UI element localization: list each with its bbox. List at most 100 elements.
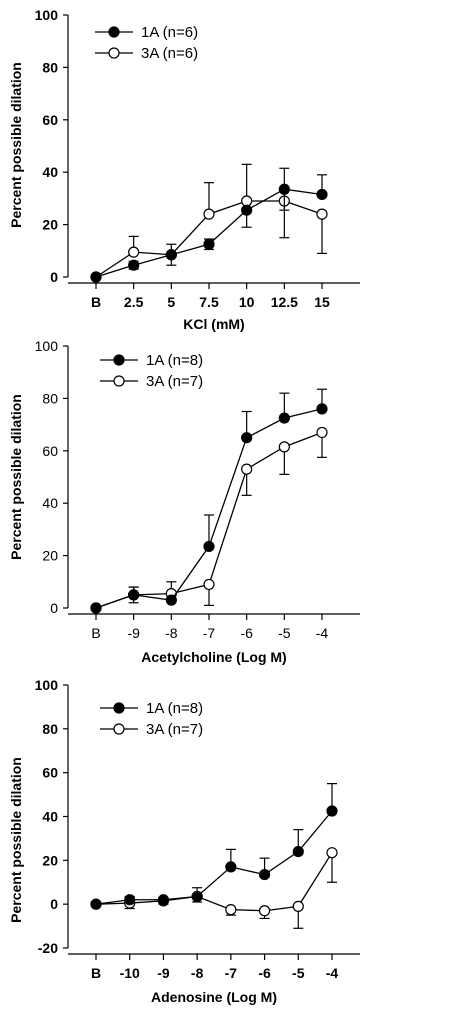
- data-point: [203, 540, 215, 553]
- series-filled: [90, 388, 328, 614]
- y-axis-label: Percent possible dilation: [8, 757, 24, 923]
- legend-label: 3A (n=7): [146, 373, 203, 390]
- y-tick-label: 100: [35, 7, 59, 23]
- data-point: [258, 905, 271, 917]
- chart-panel-2: 0 20 40 60 80 100 B -9 -8 -7 -6 -5 -4 Acetylcholine (…: [8, 338, 360, 665]
- x-tick-label: -4: [326, 965, 339, 981]
- data-point: [225, 861, 237, 873]
- y-tick-label: 20: [42, 548, 58, 564]
- data-point: [292, 900, 304, 912]
- x-tick-label: -7: [203, 625, 216, 641]
- x-tick-label: -7: [225, 965, 238, 981]
- y-axis-label: Percent possible dilation: [8, 62, 24, 228]
- chart-panel-1: 0 20 40 60 80 100 B 2.5 5 7.5 10 12.5 15 KCl (mM) Perc…: [8, 7, 360, 332]
- x-tick-label: 15: [314, 294, 330, 310]
- x-tick-label: -6: [258, 965, 271, 981]
- y-tick-label: 0: [50, 896, 58, 912]
- legend-item: 1A (n=8): [100, 352, 203, 369]
- x-tick-label: 12.5: [271, 294, 298, 310]
- data-point: [203, 238, 215, 250]
- data-point: [326, 805, 338, 817]
- y-tick-label: 80: [42, 59, 58, 75]
- x-tick-label: -9: [127, 625, 140, 641]
- legend-item: 1A (n=8): [100, 700, 203, 717]
- x-tick-label: -8: [165, 625, 178, 641]
- series-open: [90, 847, 338, 929]
- y-tick-label: 100: [35, 338, 59, 354]
- legend-marker: [113, 702, 125, 714]
- legend-item: 1A (n=6): [95, 24, 198, 41]
- series-filled: [90, 783, 338, 910]
- legend-label: 3A (n=6): [141, 45, 198, 62]
- x-tick-label: B: [91, 625, 100, 641]
- data-point: [157, 894, 170, 906]
- x-tick-label: B: [91, 965, 101, 981]
- legend-item: 3A (n=6): [95, 45, 198, 62]
- y-tick-label: 20: [42, 852, 58, 868]
- legend-marker: [108, 26, 120, 38]
- legend-marker: [113, 723, 125, 735]
- x-tick-label: -8: [191, 965, 204, 981]
- legend-item: 3A (n=7): [100, 721, 203, 738]
- x-axis-label: Adenosine (Log M): [151, 989, 277, 1005]
- x-tick-label: B: [91, 294, 101, 310]
- x-tick-label: -5: [278, 625, 291, 641]
- y-tick-label: 60: [42, 112, 58, 128]
- data-point: [241, 432, 253, 444]
- legend-marker: [108, 47, 120, 59]
- data-point: [316, 188, 328, 201]
- data-point: [278, 412, 290, 424]
- data-point: [258, 868, 271, 881]
- series-filled: [90, 167, 328, 283]
- y-tick-label: 100: [35, 677, 59, 693]
- x-tick-label: 7.5: [199, 294, 219, 310]
- legend-label: 1A (n=8): [146, 352, 203, 369]
- x-tick-label: 10: [239, 294, 255, 310]
- y-axis-label: Percent possible dilation: [8, 394, 24, 560]
- data-point: [203, 578, 215, 591]
- legend-marker: [113, 354, 125, 366]
- data-point: [241, 195, 253, 207]
- legend-label: 3A (n=7): [146, 721, 203, 738]
- data-point: [241, 204, 253, 216]
- data-point: [278, 183, 290, 195]
- data-point: [128, 246, 140, 258]
- y-tick-label: 80: [42, 390, 58, 406]
- data-point: [124, 894, 136, 906]
- x-tick-label: 2.5: [124, 294, 144, 310]
- y-tick-label: 40: [42, 809, 58, 825]
- y-tick-label: 60: [42, 443, 58, 459]
- data-point: [128, 589, 140, 601]
- data-point: [326, 847, 338, 859]
- series-line: [95, 810, 333, 905]
- y-tick-label: 80: [42, 721, 58, 737]
- y-tick-label: 0: [50, 269, 58, 285]
- data-point: [203, 208, 215, 220]
- y-tick-label: 0: [50, 600, 58, 616]
- y-tick-label: 60: [42, 765, 58, 781]
- x-axis-label: Acetylcholine (Log M): [141, 649, 286, 665]
- y-tick-label: 40: [42, 164, 58, 180]
- data-point: [90, 898, 102, 910]
- data-point: [225, 904, 237, 916]
- x-tick-label: -10: [120, 965, 140, 981]
- data-point: [165, 249, 177, 261]
- data-point: [316, 208, 328, 220]
- data-point: [90, 602, 102, 614]
- data-point: [278, 441, 290, 453]
- legend-marker: [113, 375, 125, 387]
- data-point: [90, 271, 102, 283]
- data-point: [292, 845, 304, 858]
- y-tick-label: 40: [42, 495, 58, 511]
- data-point: [241, 463, 253, 475]
- series-open: [90, 163, 328, 283]
- legend-item: 3A (n=7): [100, 373, 203, 390]
- x-tick-label: -9: [157, 965, 170, 981]
- x-axis-label: KCl (mM): [183, 316, 244, 332]
- y-tick-label: 20: [42, 217, 58, 233]
- x-tick-label: 5: [167, 294, 175, 310]
- x-tick-label: -4: [316, 625, 329, 641]
- legend-label: 1A (n=6): [141, 24, 198, 41]
- chart-panel-3: -20 0 20 40 60 80 100 B -10 -9 -8 -7 -6 -5 -4 Adenosine…: [8, 677, 360, 1005]
